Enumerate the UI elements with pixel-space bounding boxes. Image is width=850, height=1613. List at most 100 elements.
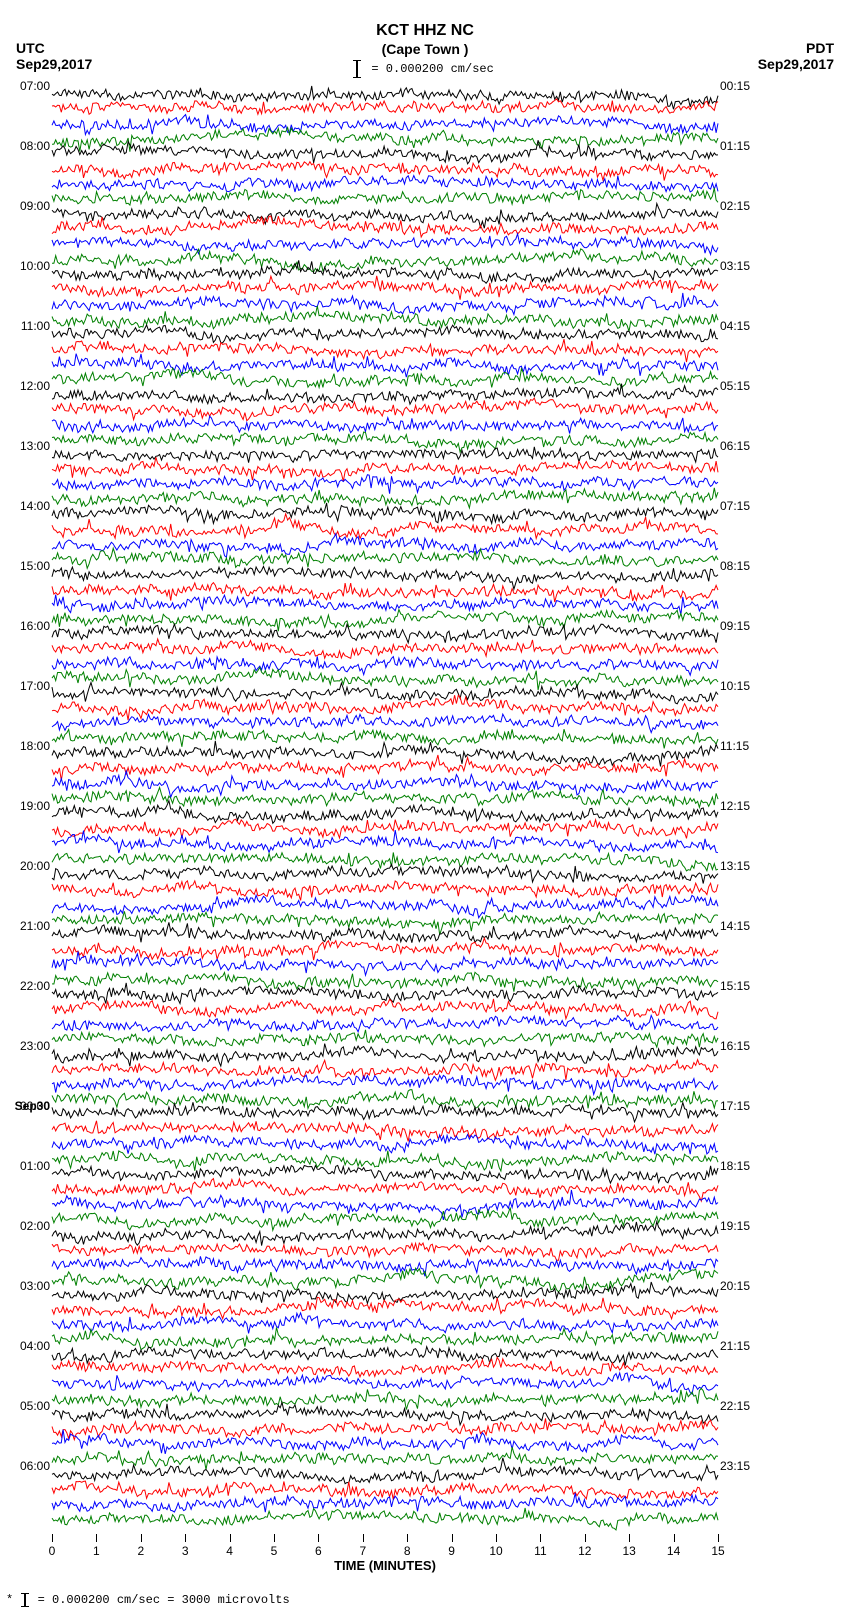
x-tick-label: 7: [359, 1544, 366, 1558]
x-tick: [585, 1534, 586, 1542]
utc-hour-labels: 07:0008:0009:0010:0011:0012:0013:0014:00…: [0, 86, 50, 1526]
pdt-hour-label: 07:15: [720, 500, 780, 512]
utc-hour-label: 07:00: [0, 80, 50, 92]
x-tick: [52, 1534, 53, 1542]
pdt-hour-label: 08:15: [720, 560, 780, 572]
x-tick-label: 6: [315, 1544, 322, 1558]
utc-hour-label: 15:00: [0, 560, 50, 572]
pdt-hour-label: 05:15: [720, 380, 780, 392]
x-tick: [96, 1534, 97, 1542]
scale-bar-icon: [356, 60, 358, 78]
utc-hour-label: 19:00: [0, 800, 50, 812]
x-tick-label: 8: [404, 1544, 411, 1558]
x-tick: [496, 1534, 497, 1542]
x-tick-label: 3: [182, 1544, 189, 1558]
utc-hour-label: 11:00: [0, 320, 50, 332]
utc-hour-label: 10:00: [0, 260, 50, 272]
x-tick-label: 1: [93, 1544, 100, 1558]
x-tick: [407, 1534, 408, 1542]
footer-prefix: *: [6, 1593, 13, 1607]
title-block: KCT HHZ NC (Cape Town ): [0, 22, 850, 58]
station-location: (Cape Town ): [0, 40, 850, 58]
x-tick-label: 15: [711, 1544, 724, 1558]
x-tick: [274, 1534, 275, 1542]
x-tick-label: 9: [448, 1544, 455, 1558]
utc-hour-label: 16:00: [0, 620, 50, 632]
center-scale: = 0.000200 cm/sec: [0, 60, 850, 78]
utc-hour-label: 04:00: [0, 1340, 50, 1352]
x-tick: [141, 1534, 142, 1542]
x-axis-label: TIME (MINUTES): [52, 1558, 718, 1573]
pdt-hour-label: 19:15: [720, 1220, 780, 1232]
utc-hour-label: 00:00: [0, 1100, 50, 1112]
pdt-hour-label: 14:15: [720, 920, 780, 932]
seismogram-page: KCT HHZ NC (Cape Town ) = 0.000200 cm/se…: [0, 0, 850, 1613]
x-tick: [629, 1534, 630, 1542]
helicorder-plot: [52, 86, 718, 1526]
utc-hour-label: 18:00: [0, 740, 50, 752]
pdt-hour-label: 16:15: [720, 1040, 780, 1052]
pdt-hour-labels: 00:1501:1502:1503:1504:1505:1506:1507:15…: [720, 86, 780, 1526]
utc-hour-label: 14:00: [0, 500, 50, 512]
x-tick-label: 11: [534, 1544, 546, 1558]
footer-scale: * = 0.000200 cm/sec = 3000 microvolts: [6, 1593, 290, 1607]
utc-hour-label: 08:00: [0, 140, 50, 152]
utc-hour-label: 01:00: [0, 1160, 50, 1172]
timezone-right: PDT: [806, 40, 834, 56]
utc-hour-label: 02:00: [0, 1220, 50, 1232]
pdt-hour-label: 01:15: [720, 140, 780, 152]
pdt-hour-label: 04:15: [720, 320, 780, 332]
pdt-hour-label: 06:15: [720, 440, 780, 452]
footer-scale-bar-icon: [24, 1593, 26, 1607]
x-tick: [540, 1534, 541, 1542]
pdt-hour-label: 03:15: [720, 260, 780, 272]
pdt-hour-label: 18:15: [720, 1160, 780, 1172]
pdt-hour-label: 17:15: [720, 1100, 780, 1112]
utc-hour-label: 09:00: [0, 200, 50, 212]
x-tick: [363, 1534, 364, 1542]
utc-hour-label: 06:00: [0, 1460, 50, 1472]
x-tick-label: 0: [49, 1544, 56, 1558]
x-tick-label: 4: [226, 1544, 233, 1558]
date-left: Sep29,2017: [16, 56, 92, 72]
pdt-hour-label: 00:15: [720, 80, 780, 92]
x-tick: [718, 1534, 719, 1542]
pdt-hour-label: 20:15: [720, 1280, 780, 1292]
pdt-hour-label: 13:15: [720, 860, 780, 872]
utc-hour-label: 17:00: [0, 680, 50, 692]
pdt-hour-label: 22:15: [720, 1400, 780, 1412]
pdt-hour-label: 10:15: [720, 680, 780, 692]
x-axis: TIME (MINUTES) 0123456789101112131415: [52, 1534, 718, 1574]
footer-scale-text: = 0.000200 cm/sec = 3000 microvolts: [38, 1593, 290, 1607]
x-tick-label: 12: [578, 1544, 591, 1558]
utc-hour-label: 13:00: [0, 440, 50, 452]
x-tick-label: 14: [667, 1544, 680, 1558]
x-tick-label: 10: [489, 1544, 502, 1558]
seismic-trace: [52, 1504, 718, 1534]
utc-hour-label: 12:00: [0, 380, 50, 392]
x-tick-label: 5: [271, 1544, 278, 1558]
center-scale-text: = 0.000200 cm/sec: [371, 62, 493, 76]
x-tick-label: 2: [137, 1544, 144, 1558]
pdt-hour-label: 15:15: [720, 980, 780, 992]
pdt-hour-label: 11:15: [720, 740, 780, 752]
utc-hour-label: 20:00: [0, 860, 50, 872]
utc-hour-label: 21:00: [0, 920, 50, 932]
x-tick: [674, 1534, 675, 1542]
date-right: Sep29,2017: [758, 56, 834, 72]
utc-hour-label: 23:00: [0, 1040, 50, 1052]
utc-hour-label: 03:00: [0, 1280, 50, 1292]
x-tick: [318, 1534, 319, 1542]
x-tick: [452, 1534, 453, 1542]
utc-hour-label: 22:00: [0, 980, 50, 992]
x-tick: [230, 1534, 231, 1542]
utc-hour-label: 05:00: [0, 1400, 50, 1412]
pdt-hour-label: 12:15: [720, 800, 780, 812]
pdt-hour-label: 23:15: [720, 1460, 780, 1472]
x-tick: [185, 1534, 186, 1542]
station-id: KCT HHZ NC: [0, 22, 850, 40]
pdt-hour-label: 02:15: [720, 200, 780, 212]
pdt-hour-label: 09:15: [720, 620, 780, 632]
x-tick-label: 13: [623, 1544, 636, 1558]
timezone-left: UTC: [16, 40, 45, 56]
